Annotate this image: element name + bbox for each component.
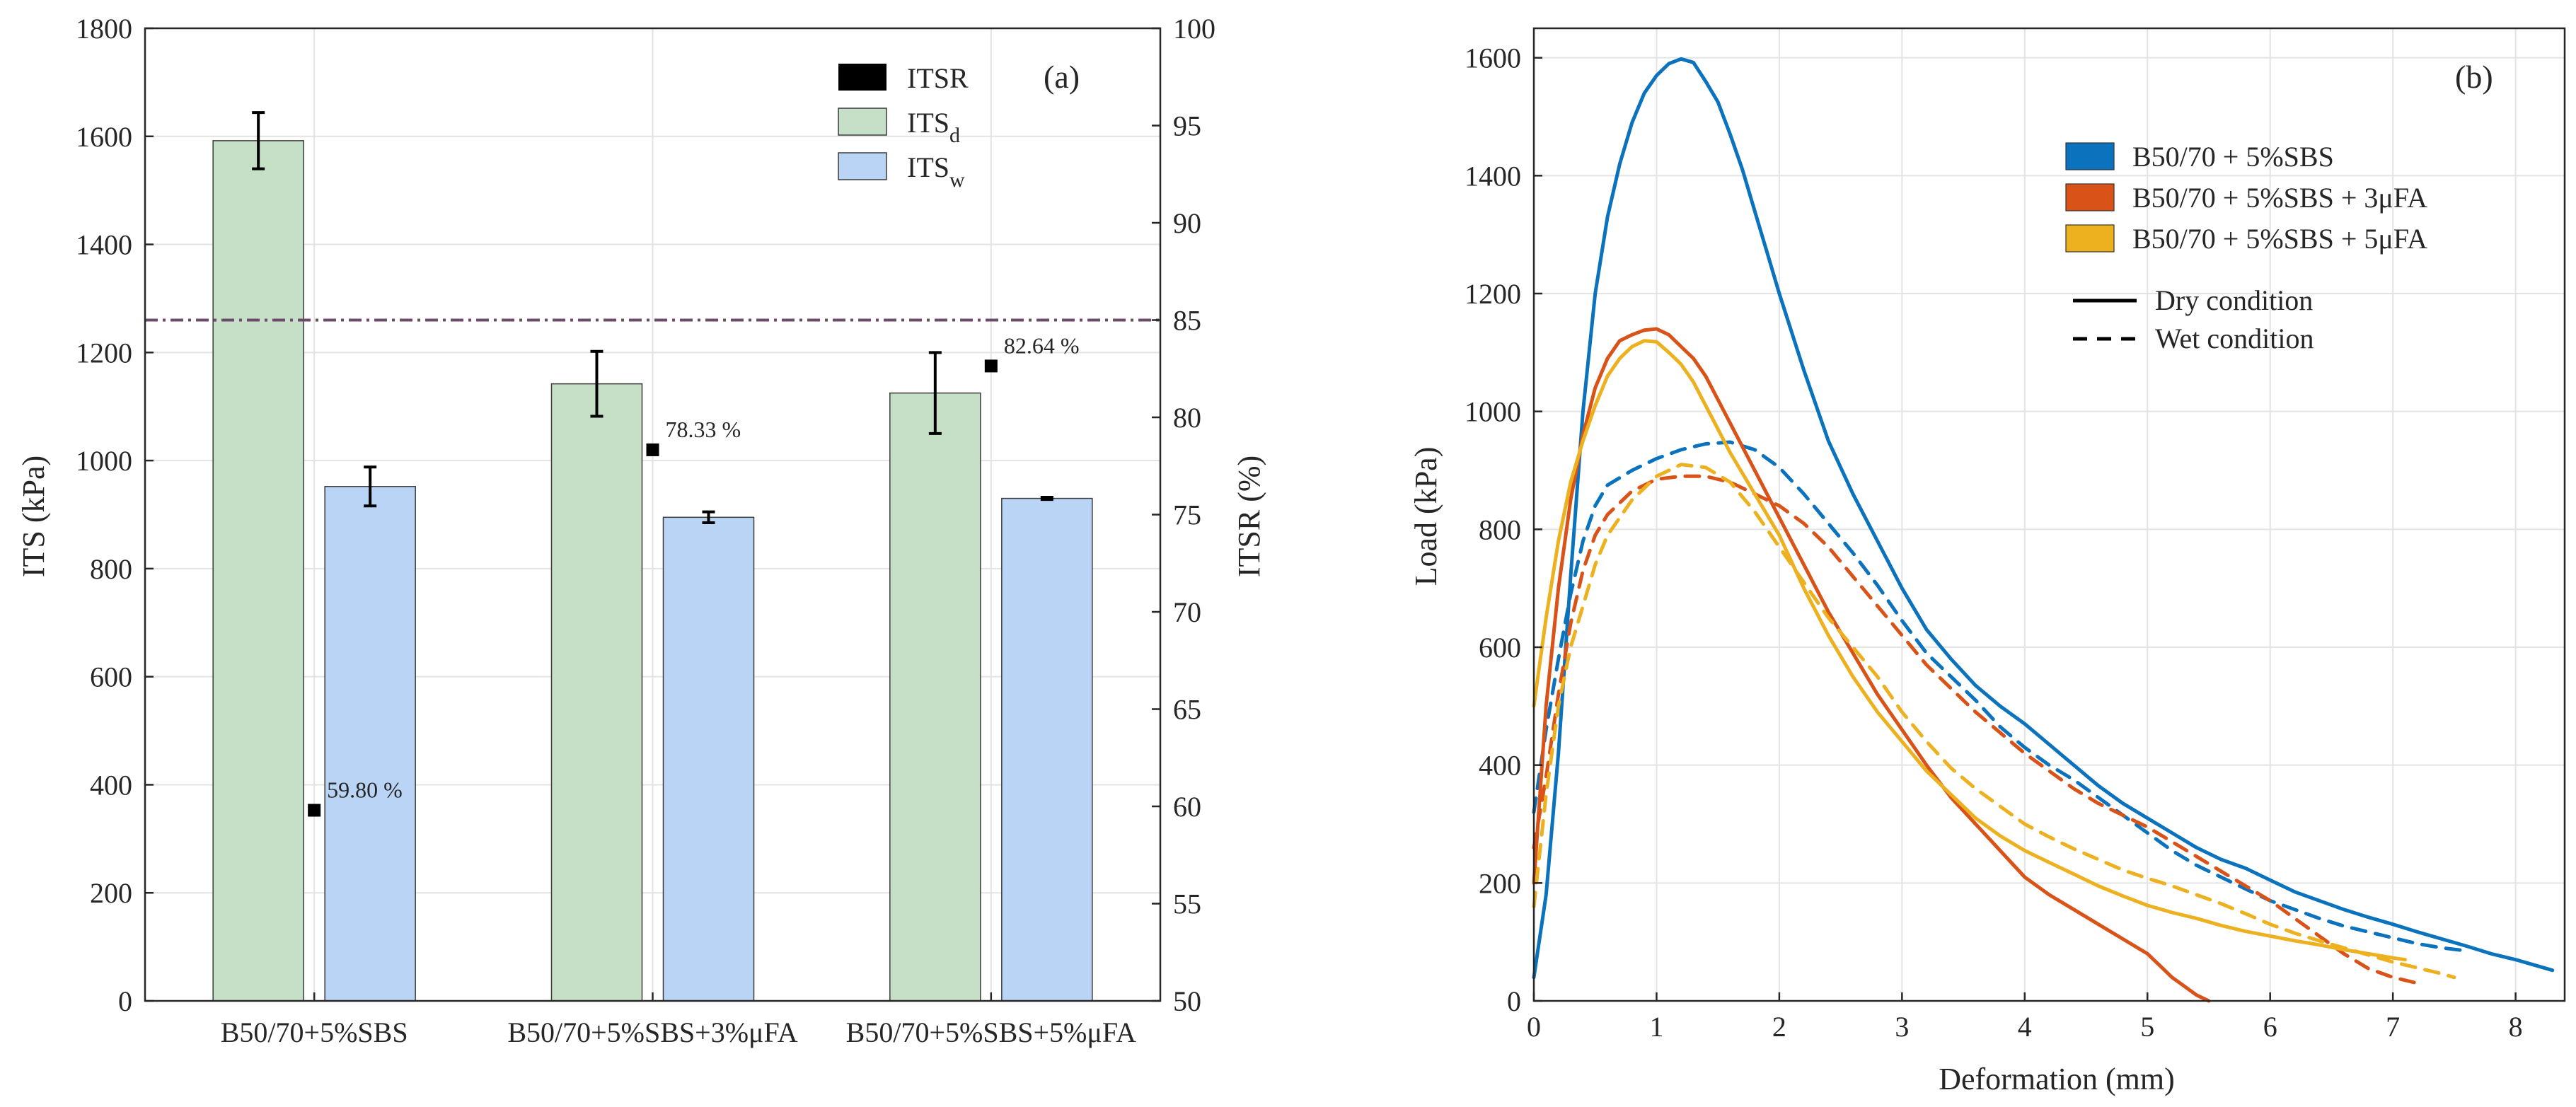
panel-b-x-tick-label: 0 bbox=[1527, 1011, 1541, 1043]
panel-b-legend: B50/70 + 5%SBS B50/70 + 5%SBS + 3μFA B50/7… bbox=[2065, 141, 2427, 354]
panel-a-y2-tick-label: 60 bbox=[1173, 791, 1201, 823]
panel-a-label: (a) bbox=[1044, 59, 1080, 95]
panel-b-series-line-mix3-dry bbox=[1532, 339, 2407, 962]
panel-b-legend-label: B50/70 + 5%SBS + 5μFA bbox=[2132, 223, 2427, 255]
panel-a-y-axis-label: ITS (kPa) bbox=[16, 456, 51, 577]
panel-a-error-bars bbox=[252, 111, 1053, 524]
panel-a-legend-label: ITSR bbox=[907, 62, 969, 94]
panel-a-y2-tick-label: 50 bbox=[1173, 985, 1201, 1017]
panel-b-x-tick-label: 8 bbox=[2509, 1011, 2523, 1043]
panel-b-legend-condition-label: Dry condition bbox=[2155, 284, 2313, 316]
panel-b-y-tick-label: 400 bbox=[1479, 750, 1521, 782]
panel-b-legend-label: B50/70 + 5%SBS + 3μFA bbox=[2132, 182, 2427, 214]
panel-a-y-tick-label: 600 bbox=[90, 661, 132, 693]
panel-b-series-line-mix2-dry bbox=[1532, 327, 2211, 1003]
panel-a-legend-swatch bbox=[838, 108, 887, 136]
panel-a-y2-tick-label: 90 bbox=[1173, 207, 1201, 239]
panel-a-itsr-data-label: 82.64 % bbox=[1004, 332, 1080, 358]
panel-b-y-tick-label: 800 bbox=[1479, 514, 1521, 545]
panel-b-legend-swatch bbox=[2065, 183, 2115, 211]
panel-a-itsr-data-label: 59.80 % bbox=[327, 777, 403, 803]
panel-a-x-tick-label: B50/70+5%SBS+3%μFA bbox=[507, 1016, 797, 1048]
panel-a-y2-tick-label: 75 bbox=[1173, 499, 1201, 531]
panel-a-legend-text: ITSR bbox=[907, 62, 969, 94]
panel-a-y2-tick-label: 55 bbox=[1173, 888, 1201, 920]
panel-b-y-tick-label: 1400 bbox=[1465, 160, 1521, 192]
panel-a-legend-swatch bbox=[838, 64, 886, 91]
panel-b-ticks: 0 200 400 600 800 1000 1200 1400 1600 0 1 2 3 4 5 6 7 8 bbox=[1465, 42, 2523, 1043]
panel-b-y-tick-label: 200 bbox=[1479, 867, 1521, 899]
panel-a-ticks: 0 200 400 600 800 1000 1200 1400 1600 1800 50 55 60 6… bbox=[76, 13, 1215, 1048]
panel-a-y-tick-label: 1200 bbox=[76, 337, 132, 369]
panel-a-legend-subscript: w bbox=[949, 168, 965, 192]
panel-b-y-axis-label: Load (kPa) bbox=[1409, 447, 1443, 586]
panel-b-legend-swatch bbox=[2065, 224, 2115, 253]
panel-a-itsr-data-label: 78.33 % bbox=[666, 417, 741, 442]
panel-b-series-line-mix3-wet bbox=[1532, 463, 2456, 980]
panel-a-bar-its-d bbox=[550, 383, 643, 1002]
panel-a-y-tick-label: 200 bbox=[90, 877, 132, 909]
panel-a-bars bbox=[212, 140, 1093, 1002]
panel-a-y-tick-label: 400 bbox=[90, 769, 132, 801]
panel-a-bar-chart: 59.80 % 78.33 % 82.64 % 0 200 400 600 800 1000 1… bbox=[16, 13, 1266, 1048]
panel-a-legend-text: ITS bbox=[907, 107, 949, 139]
panel-a-legend-label: ITSd bbox=[907, 107, 960, 147]
panel-a-y-tick-label: 1000 bbox=[76, 445, 132, 477]
panel-a-itsr-marker bbox=[984, 359, 998, 373]
panel-a-itsr-marker bbox=[308, 804, 321, 817]
panel-a-bar-its-w bbox=[662, 516, 755, 1002]
panel-b-plot-frame bbox=[1532, 27, 2566, 1002]
panel-a-y-tick-label: 1800 bbox=[76, 13, 132, 45]
panel-b-grid bbox=[1533, 28, 2565, 1002]
panel-b-x-tick-label: 2 bbox=[1772, 1011, 1786, 1043]
panel-b-legend-condition-label: Wet condition bbox=[2155, 323, 2314, 354]
panel-a-itsr-marker bbox=[646, 443, 659, 456]
panel-b-x-tick-label: 1 bbox=[1649, 1011, 1663, 1043]
panel-a-bar-its-d bbox=[212, 140, 304, 1002]
panel-a-legend-label: ITSw bbox=[907, 151, 965, 192]
panel-a-x-tick-label: B50/70+5%SBS bbox=[221, 1016, 408, 1048]
panel-a-y2-tick-label: 65 bbox=[1173, 694, 1201, 726]
panel-b-x-tick-label: 4 bbox=[2018, 1011, 2032, 1043]
panel-b-x-tick-label: 7 bbox=[2386, 1011, 2400, 1043]
panel-b-y-tick-label: 1200 bbox=[1465, 278, 1521, 310]
panel-b-lines bbox=[1532, 57, 2555, 1003]
panel-b-y-tick-label: 1600 bbox=[1465, 42, 1521, 74]
panel-a-y-tick-label: 0 bbox=[118, 985, 132, 1017]
panel-b-y-tick-label: 1000 bbox=[1465, 396, 1521, 428]
panel-a-y-tick-label: 1600 bbox=[76, 121, 132, 153]
panel-a-legend-swatch bbox=[838, 152, 887, 180]
panel-a-bar-its-w bbox=[1001, 497, 1093, 1002]
panel-a-y2-tick-label: 100 bbox=[1173, 13, 1215, 45]
panel-b-series-line-mix1-dry bbox=[1532, 57, 2555, 980]
panel-b-x-tick-label: 6 bbox=[2263, 1011, 2277, 1043]
panel-a-legend-subscript: d bbox=[949, 124, 960, 147]
panel-a-itsr-markers: 59.80 % 78.33 % 82.64 % bbox=[308, 332, 1080, 817]
panel-b-series-line-mix1-wet bbox=[1532, 440, 2468, 953]
panel-b-legend-swatch bbox=[2065, 142, 2115, 170]
panel-b-legend-label: B50/70 + 5%SBS bbox=[2132, 141, 2334, 173]
panel-b-label: (b) bbox=[2455, 59, 2493, 95]
panel-a-y2-tick-label: 85 bbox=[1173, 305, 1201, 337]
panel-a-y2-tick-label: 80 bbox=[1173, 402, 1201, 434]
panel-a-y2-tick-label: 95 bbox=[1173, 110, 1201, 142]
panel-a-y-tick-label: 1400 bbox=[76, 229, 132, 261]
panel-a-y2-tick-label: 70 bbox=[1173, 596, 1201, 628]
panel-b-x-axis-label: Deformation (mm) bbox=[1939, 1062, 2175, 1096]
panel-b-x-tick-label: 5 bbox=[2140, 1011, 2154, 1043]
panel-b-x-tick-label: 3 bbox=[1895, 1011, 1909, 1043]
panel-a-y-tick-label: 800 bbox=[90, 553, 132, 585]
panel-a-bar-its-w bbox=[324, 486, 416, 1002]
panel-a-legend-text: ITS bbox=[907, 151, 949, 183]
panel-b-line-chart: 0 200 400 600 800 1000 1200 1400 1600 0 1 2 3 4 5 6 7 8 D… bbox=[1409, 27, 2566, 1096]
panel-b-series-line-mix2-wet bbox=[1532, 474, 2420, 985]
panel-a-x-tick-label: B50/70+5%SBS+5%μFA bbox=[846, 1016, 1136, 1048]
panel-a-bar-its-d bbox=[889, 392, 981, 1002]
panel-a-y2-axis-label: ITSR (%) bbox=[1232, 456, 1266, 577]
panel-b-y-tick-label: 0 bbox=[1507, 985, 1521, 1017]
panel-b-y-tick-label: 600 bbox=[1479, 632, 1521, 663]
